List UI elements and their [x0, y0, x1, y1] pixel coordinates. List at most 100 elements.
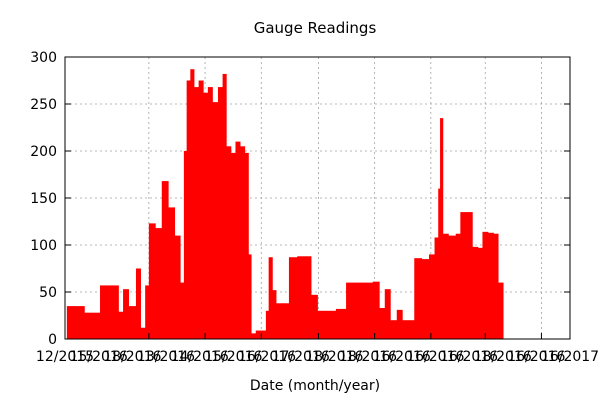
- reading-bar: [493, 233, 499, 339]
- reading-bar: [268, 257, 273, 339]
- reading-bar: [145, 285, 150, 339]
- reading-bar: [455, 233, 461, 339]
- reading-bar: [240, 146, 246, 339]
- reading-bar: [207, 87, 213, 339]
- reading-bar: [148, 223, 156, 339]
- reading-bar: [203, 92, 209, 339]
- y-tick-label: 100: [30, 238, 57, 254]
- reading-bar: [212, 102, 219, 340]
- reading-bar: [326, 310, 337, 339]
- x-tick-label: 16/2017: [541, 349, 599, 365]
- reading-bar: [230, 152, 236, 339]
- reading-bar: [282, 303, 290, 339]
- reading-bar: [466, 212, 473, 339]
- reading-bar: [265, 310, 270, 339]
- reading-bar: [217, 87, 223, 339]
- reading-bar: [140, 327, 146, 339]
- reading-bar: [186, 80, 191, 339]
- y-tick-label: 0: [48, 332, 57, 348]
- reading-bar: [396, 309, 403, 339]
- reading-bar: [84, 312, 94, 339]
- x-tick-label: 14/2016: [171, 349, 229, 365]
- reading-bar: [235, 141, 241, 339]
- reading-bar: [190, 69, 195, 339]
- reading-bar: [421, 259, 430, 339]
- reading-bar: [354, 282, 364, 339]
- reading-bar: [317, 310, 328, 339]
- reading-bar: [402, 320, 410, 339]
- y-tick-label: 250: [30, 97, 57, 113]
- reading-bar: [255, 330, 262, 339]
- reading-bar: [288, 257, 298, 339]
- reading-bar: [93, 312, 101, 339]
- reading-bar: [429, 254, 435, 339]
- reading-bar: [297, 256, 306, 339]
- x-tick-label: 16/2016: [238, 349, 296, 365]
- x-tick-label: 16/2016: [373, 349, 431, 365]
- reading-bar: [222, 73, 227, 340]
- reading-bar: [118, 311, 124, 339]
- reading-bar: [194, 87, 200, 339]
- x-tick-label: 13/2016: [137, 349, 195, 365]
- reading-bar: [440, 118, 444, 339]
- reading-bar: [168, 207, 176, 339]
- reading-bar: [272, 290, 277, 339]
- reading-bar: [198, 80, 204, 339]
- reading-bar: [305, 256, 312, 339]
- reading-bar: [276, 303, 283, 339]
- reading-bar: [111, 285, 119, 339]
- reading-bar: [77, 306, 85, 339]
- reading-bar: [434, 237, 439, 339]
- reading-bar: [123, 289, 129, 339]
- x-axis-title: Date (month/year): [250, 378, 380, 394]
- reading-bar: [438, 188, 441, 339]
- reading-bar: [384, 289, 391, 339]
- x-tick-label: 16/2016: [406, 349, 464, 365]
- reading-bar: [460, 212, 468, 339]
- x-tick-label: 16/2016: [507, 349, 565, 365]
- reading-bar: [408, 320, 415, 339]
- reading-bar: [248, 254, 252, 339]
- reading-bar: [390, 320, 398, 339]
- reading-bar: [414, 258, 423, 339]
- ticks: 05010015020025030012/201515/201618/20161…: [30, 50, 599, 365]
- reading-bar: [472, 246, 479, 339]
- reading-bar: [261, 330, 267, 339]
- x-tick-label: 18/2016: [474, 349, 532, 365]
- reading-bar: [346, 282, 355, 339]
- reading-bar: [363, 282, 374, 339]
- x-tick-label: 16/2016: [440, 349, 498, 365]
- reading-bar: [482, 231, 489, 339]
- x-tick-label: 18/2016: [339, 349, 397, 365]
- reading-bar: [174, 235, 181, 339]
- reading-bar: [448, 235, 457, 339]
- y-tick-label: 200: [30, 144, 57, 160]
- reading-bar: [155, 228, 163, 339]
- reading-bar: [379, 307, 386, 339]
- y-tick-label: 50: [39, 285, 57, 301]
- x-tick-label: 17/2016: [272, 349, 330, 365]
- reading-bar: [183, 151, 188, 339]
- x-tick-label: 15/2016: [70, 349, 128, 365]
- reading-bar: [498, 282, 504, 339]
- reading-bar: [477, 247, 483, 339]
- x-tick-label: 12/2015: [36, 349, 94, 365]
- reading-bar: [128, 306, 137, 339]
- reading-bar: [161, 181, 169, 339]
- x-tick-label: 18/2016: [103, 349, 161, 365]
- chart-title: Gauge Readings: [254, 19, 377, 37]
- bars: [66, 69, 504, 340]
- x-tick-label: 15/2016: [204, 349, 262, 365]
- reading-bar: [66, 306, 79, 339]
- y-tick-label: 300: [30, 50, 57, 66]
- reading-bar: [100, 285, 113, 339]
- y-tick-label: 150: [30, 191, 57, 207]
- reading-bar: [226, 146, 232, 339]
- reading-bar: [311, 294, 318, 339]
- reading-bar: [335, 308, 347, 339]
- reading-bar: [372, 281, 380, 339]
- x-tick-label: 18/2016: [305, 349, 363, 365]
- reading-bar: [251, 333, 257, 339]
